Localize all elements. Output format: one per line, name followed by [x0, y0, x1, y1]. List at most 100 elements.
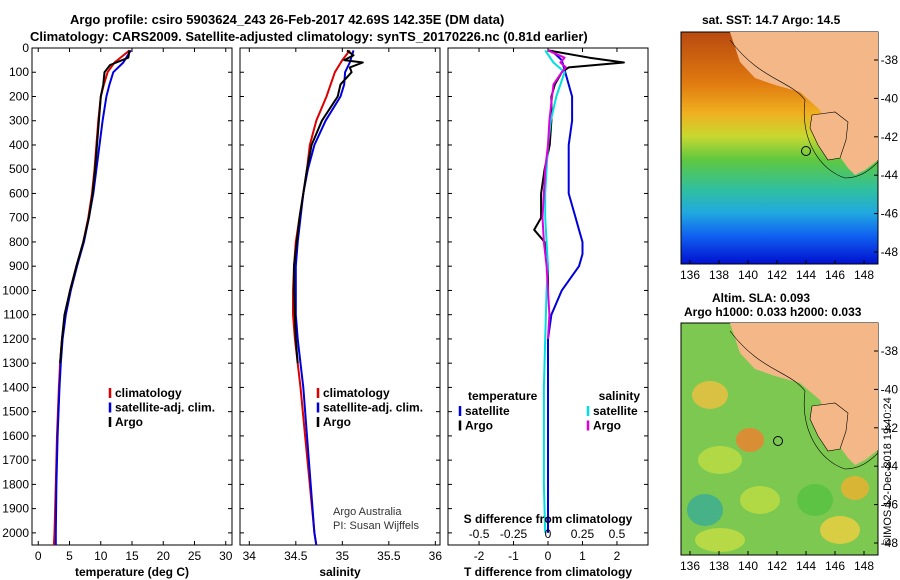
depth-tick-label: 0 — [22, 41, 29, 55]
sst-map-title: sat. SST: 14.7 Argo: 14.5 — [702, 13, 841, 27]
legend-label: satellite — [593, 404, 638, 418]
series-line — [59, 50, 131, 364]
x-tick-label: 20 — [157, 549, 171, 563]
sst-map — [680, 31, 879, 265]
depth-tick-label: 1700 — [2, 453, 29, 467]
figure-title-line1: Argo profile: csiro 5903624_243 26-Feb-2… — [70, 12, 505, 27]
depth-tick-label: 1600 — [2, 429, 29, 443]
series-line — [52, 49, 131, 546]
sst-lon-label: 144 — [796, 268, 816, 282]
x-tick-label: -1 — [508, 549, 519, 563]
depth-tick-label: 100 — [9, 65, 29, 79]
series-line — [293, 49, 364, 364]
sla-tasmania — [809, 402, 849, 452]
sla-lon-label: 146 — [825, 559, 845, 573]
x-tick-label: 5 — [66, 549, 73, 563]
credit-line2: PI: Susan Wijffels — [333, 520, 419, 532]
panel-3 — [447, 47, 649, 546]
x-tick-label: 35 — [336, 549, 350, 563]
sst-lon-label: 140 — [738, 268, 758, 282]
series-line — [541, 49, 567, 339]
panel-frame — [239, 47, 441, 546]
x-tick-label: 35.5 — [377, 549, 401, 563]
depth-tick-label: 1300 — [2, 356, 29, 370]
legend-title-temperature: temperature — [468, 389, 538, 403]
sst-lat-label: -44 — [881, 168, 899, 182]
sst-lon-label: 142 — [767, 268, 787, 282]
sla-lon-label: 138 — [709, 559, 729, 573]
x-tick-label: 34.5 — [284, 549, 308, 563]
panel-frame — [31, 47, 233, 546]
series-line — [533, 49, 625, 291]
sla-lon-label: 142 — [767, 559, 787, 573]
series-line — [542, 49, 566, 533]
depth-tick-label: 1800 — [2, 477, 29, 491]
figure-title-line2: Climatology: CARS2009. Satellite-adjuste… — [30, 29, 588, 44]
sla-map — [680, 322, 879, 556]
panel-2 — [239, 47, 441, 546]
x-tick-label-top: 0.5 — [609, 527, 626, 541]
depth-tick-label: 1500 — [2, 405, 29, 419]
sla-lat-label: -46 — [881, 498, 899, 512]
sst-tasmania — [809, 111, 849, 161]
legend-label: satellite-adj. clim. — [115, 401, 215, 415]
sla-argo-marker — [773, 436, 783, 446]
depth-tick-label: 500 — [9, 162, 29, 176]
depth-tick-label: 1100 — [3, 308, 29, 322]
depth-tick-label: 800 — [9, 235, 29, 249]
depth-tick-label: 700 — [9, 211, 29, 225]
depth-tick-label: 900 — [9, 259, 29, 273]
x-axis-label: T difference from climatology — [464, 565, 632, 579]
depth-tick-label: 1900 — [2, 502, 29, 516]
x-tick-label: 15 — [125, 549, 139, 563]
sla-lon-label: 136 — [680, 559, 700, 573]
sla-lon-label: 144 — [796, 559, 816, 573]
sst-argo-marker — [801, 146, 811, 156]
legend-label: Argo — [115, 415, 143, 429]
depth-tick-label: 300 — [9, 114, 29, 128]
x-tick-label: 0 — [545, 549, 552, 563]
series-line — [294, 50, 355, 546]
legend-label: satellite-adj. clim. — [323, 401, 423, 415]
x-axis-label: salinity — [319, 565, 361, 579]
depth-tick-label: 1200 — [2, 332, 29, 346]
sst-lat-label: -38 — [881, 53, 899, 67]
x-tick-label: 30 — [219, 549, 233, 563]
x-tick-label: 25 — [188, 549, 202, 563]
panel-1 — [31, 47, 233, 546]
legend-label: Argo — [593, 419, 621, 433]
sla-lon-label: 140 — [738, 559, 758, 573]
x-tick-label: 1 — [579, 549, 586, 563]
sst-lon-label: 136 — [680, 268, 700, 282]
x-tick-label: 34 — [243, 549, 257, 563]
legend-label: satellite — [465, 404, 510, 418]
legend-label: climatology — [323, 386, 390, 400]
sla-lat-label: -48 — [881, 536, 899, 550]
legend-title-salinity: salinity — [599, 389, 641, 403]
depth-tick-label: 200 — [9, 89, 29, 103]
x-tick-label-top: 0 — [545, 527, 552, 541]
depth-tick-label: 400 — [9, 138, 29, 152]
credit-line1: Argo Australia — [333, 506, 402, 518]
x-tick-label: 0 — [35, 549, 42, 563]
sla-lon-label: 148 — [854, 559, 874, 573]
x-axis-label-top: S difference from climatology — [464, 512, 633, 526]
x-tick-label-top: -0.25 — [500, 527, 528, 541]
x-tick-label: 36 — [429, 549, 443, 563]
legend-label: Argo — [323, 415, 351, 429]
sst-lat-label: -48 — [881, 245, 899, 259]
sla-map-title-1: Altim. SLA: 0.093 — [712, 291, 811, 305]
depth-tick-label: 2000 — [2, 526, 29, 540]
series-line — [547, 49, 584, 533]
sst-lat-label: -42 — [881, 130, 899, 144]
depth-tick-label: 1000 — [2, 283, 29, 297]
series-line — [292, 49, 351, 546]
depth-tick-label: 1400 — [2, 380, 29, 394]
depth-tick-label: 600 — [9, 186, 29, 200]
legend-label: Argo — [465, 419, 493, 433]
sst-lat-label: -40 — [881, 91, 899, 105]
x-axis-label: temperature (deg C) — [75, 565, 189, 579]
x-tick-label: -2 — [474, 549, 485, 563]
